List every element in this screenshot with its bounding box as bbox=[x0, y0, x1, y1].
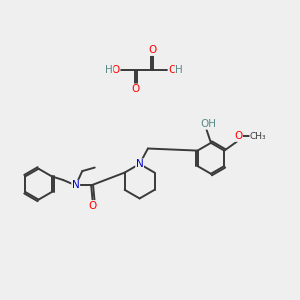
Text: O: O bbox=[131, 84, 139, 94]
Text: O: O bbox=[168, 65, 176, 75]
Text: N: N bbox=[136, 159, 143, 169]
Text: OH: OH bbox=[201, 119, 217, 129]
Text: O: O bbox=[88, 201, 97, 211]
Text: H: H bbox=[105, 65, 113, 75]
Text: H: H bbox=[175, 65, 183, 75]
Text: O: O bbox=[112, 65, 120, 75]
Text: CH₃: CH₃ bbox=[250, 132, 266, 141]
Text: N: N bbox=[72, 180, 80, 190]
Text: O: O bbox=[234, 131, 242, 141]
Text: O: O bbox=[149, 45, 157, 56]
